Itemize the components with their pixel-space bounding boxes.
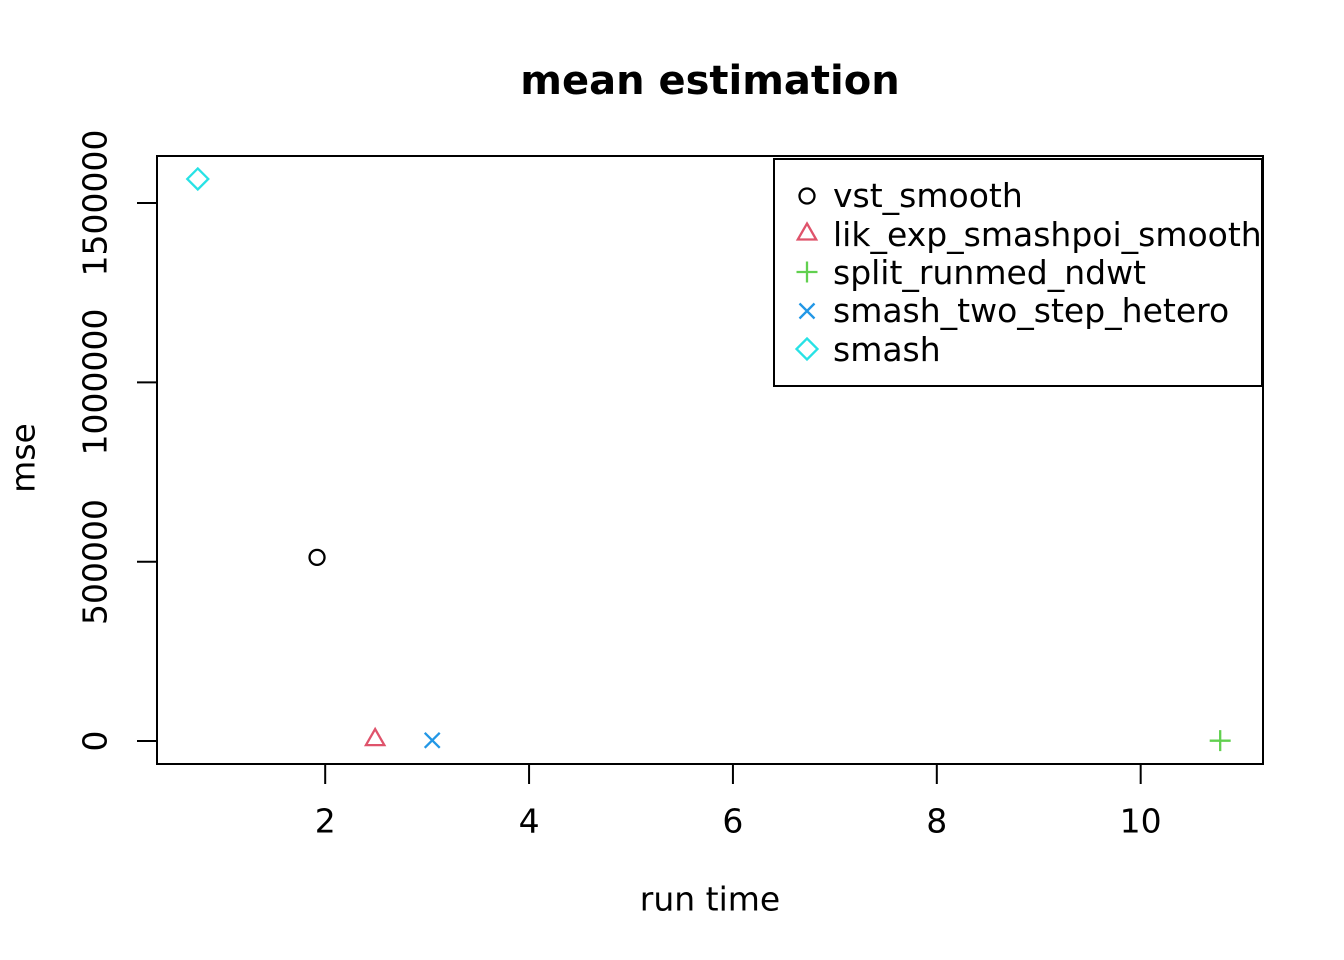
legend-item: smash (789, 329, 1261, 369)
x-tick-label: 2 (314, 801, 336, 841)
chart-title: mean estimation (520, 58, 900, 104)
y-tick-label: 500000 (75, 498, 115, 625)
x-axis-label: run time (639, 879, 781, 919)
y-tick-label: 1500000 (75, 129, 115, 277)
vst_smooth-point (308, 548, 326, 567)
legend-item: lik_exp_smashpoi_smooth (789, 214, 1262, 254)
legend-label: vst_smooth (833, 176, 1023, 216)
triangle-icon (795, 221, 819, 241)
legend-label: lik_exp_smashpoi_smooth (833, 214, 1262, 254)
x-tick-label: 10 (1119, 801, 1162, 841)
smash-point (185, 166, 210, 192)
lik_exp_smashpoi_smooth-point (363, 726, 387, 747)
legend-item: vst_smooth (789, 176, 1261, 216)
y-tick-label: 0 (75, 730, 115, 752)
smash_two_step_hetero-point (423, 732, 441, 749)
legend-label: smash (833, 329, 941, 369)
x-tick-label: 6 (722, 801, 744, 841)
x-tick-label: 8 (926, 801, 948, 841)
diamond-icon (794, 336, 820, 362)
split_runmed_ndwt-point (1209, 730, 1231, 752)
plus-icon (796, 261, 818, 283)
legend: vst_smooth lik_exp_smashpoi_smooth split… (773, 158, 1263, 387)
legend-item: split_runmed_ndwt (789, 253, 1261, 292)
legend-label: split_runmed_ndwt (833, 253, 1147, 292)
legend-label: smash_two_step_hetero (833, 291, 1230, 331)
y-tick-label: 1000000 (75, 308, 115, 456)
x-icon (798, 302, 816, 320)
plot-box (156, 155, 1264, 765)
circle-icon (798, 187, 816, 205)
x-tick-label: 4 (518, 801, 540, 841)
y-axis-label: mse (3, 423, 43, 493)
legend-item: smash_two_step_hetero (789, 291, 1261, 331)
